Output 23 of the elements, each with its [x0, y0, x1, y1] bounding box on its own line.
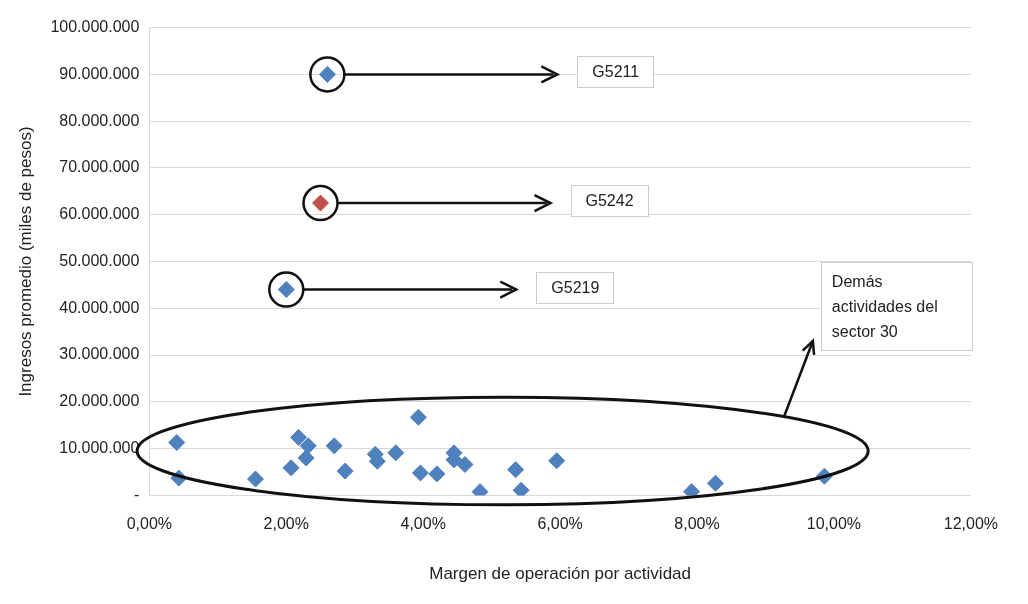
annotation: Demás actividades del sector 30 — [820, 261, 973, 351]
x-tick-label: 0,00% — [126, 515, 173, 533]
x-tick-label: 10,00% — [806, 515, 862, 533]
y-tick-label: 40.000.000 — [59, 298, 140, 316]
x-tick-label: 6,00% — [537, 515, 583, 533]
x-axis-title: Margen de operación por actividad — [429, 564, 692, 584]
y-axis-title: Ingresos promedio (miles de pesos) — [15, 126, 35, 397]
y-tick-label: 30.000.000 — [59, 345, 140, 363]
x-tick-label: 4,00% — [400, 515, 446, 533]
y-tick-label: 20.000.000 — [59, 392, 140, 410]
y-tick-label: 90.000.000 — [59, 64, 140, 82]
x-tick-label: 8,00% — [674, 515, 720, 533]
annotation: G5219 — [536, 271, 615, 304]
x-tick-label: 12,00% — [943, 515, 998, 533]
annotation: G5211 — [577, 56, 655, 89]
y-tick-label: 80.000.000 — [59, 111, 140, 129]
annotation: G5242 — [570, 185, 649, 218]
y-tick-label: 50.000.000 — [59, 251, 140, 269]
y-tick-label: 60.000.000 — [59, 205, 140, 223]
x-tick-label: 2,00% — [263, 515, 309, 533]
y-tick-label: 100.000.000 — [50, 18, 140, 36]
y-tick-label: - — [134, 485, 140, 503]
y-tick-label: 70.000.000 — [59, 158, 140, 176]
